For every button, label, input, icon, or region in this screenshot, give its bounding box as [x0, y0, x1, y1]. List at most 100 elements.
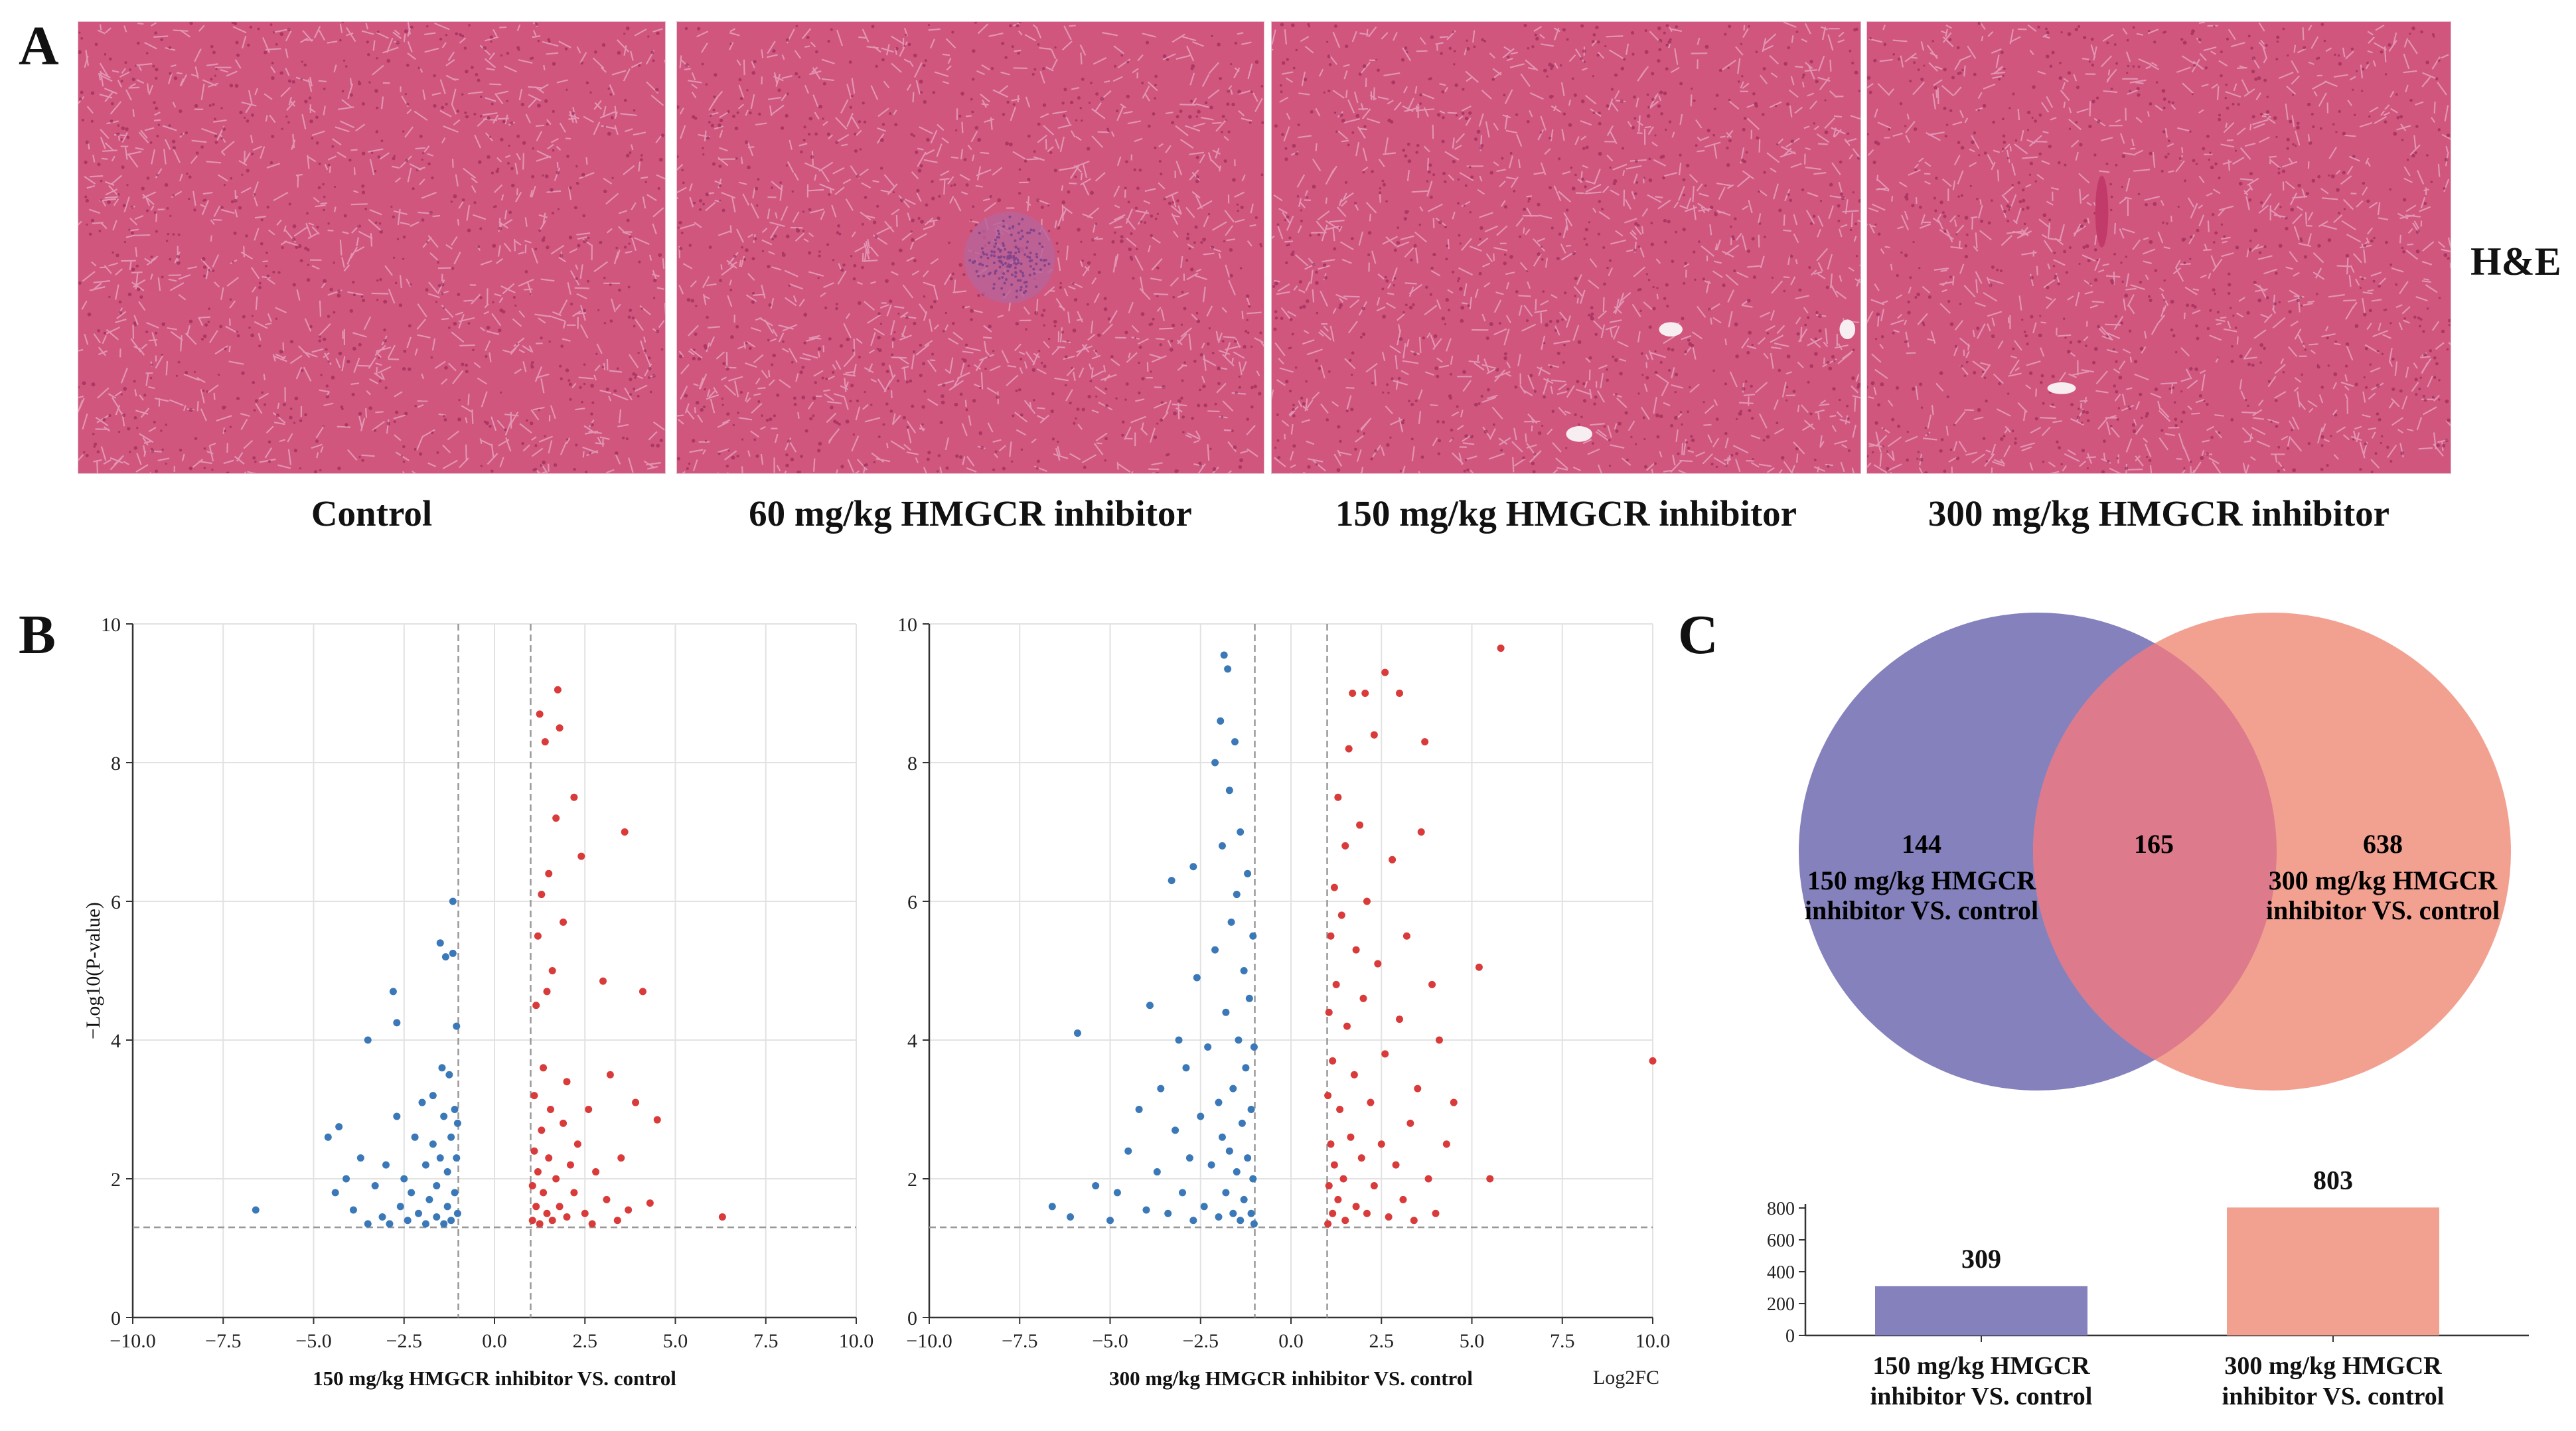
tissue-background — [1272, 22, 1860, 473]
scatter-point — [639, 988, 646, 996]
scatter-point — [433, 1213, 441, 1221]
scatter-point — [1124, 1147, 1132, 1155]
scatter-point — [1486, 1175, 1494, 1183]
scatter-point — [1135, 1106, 1143, 1113]
scatter-point — [1363, 1209, 1371, 1217]
scatter-point — [1204, 1043, 1212, 1051]
scatter-point — [534, 932, 542, 940]
scatter-point — [356, 1154, 364, 1162]
scatter-point — [1153, 1168, 1161, 1176]
scatter-point — [451, 1106, 459, 1113]
x-tick-label: 7.5 — [753, 1330, 779, 1352]
he-caption-150: 150 mg/kg HMGCR inhibitor — [1335, 493, 1797, 534]
scatter-point — [556, 1203, 564, 1211]
scatter-point — [1349, 690, 1357, 697]
scatter-point — [1475, 963, 1483, 971]
scatter-point — [1442, 1140, 1450, 1148]
panel-a-label: A — [19, 15, 59, 77]
scatter-point — [404, 1217, 412, 1225]
scatter-point — [1399, 1195, 1407, 1203]
scatter-point — [1334, 1195, 1342, 1203]
scatter-point — [1361, 690, 1369, 697]
scatter-point — [573, 1140, 581, 1148]
scatter-point — [528, 1217, 536, 1225]
venn-diagram: 144 150 mg/kg HMGCR inhibitor VS. contro… — [1799, 613, 2511, 1091]
x-tick-label: −10.0 — [906, 1330, 952, 1352]
scatter-point — [1370, 731, 1378, 739]
scatter-point — [453, 1119, 461, 1127]
y-tick-label: 10 — [101, 614, 121, 636]
scatter-point — [632, 1098, 640, 1106]
x-tick-label: −5.0 — [1092, 1330, 1128, 1352]
venn-right-label-line2: inhibitor VS. control — [2266, 895, 2500, 925]
scatter-point — [613, 1217, 621, 1225]
scatter-point — [440, 1112, 448, 1120]
x-tick-label: 5.0 — [663, 1330, 688, 1352]
scatter-point — [443, 1203, 451, 1211]
vessel-lumen — [1659, 322, 1683, 337]
scatter-point — [1211, 759, 1219, 767]
scatter-point — [560, 1119, 568, 1127]
scatter-point — [1168, 877, 1175, 885]
scatter-point — [1217, 717, 1225, 725]
y-axis-title: −Log10(P-value) — [82, 902, 104, 1039]
scatter-point — [532, 1203, 540, 1211]
he-image-control — [78, 21, 666, 474]
scatter-point — [1175, 1036, 1183, 1044]
scatter-point — [570, 793, 578, 801]
x-tick-label: −7.5 — [1002, 1330, 1037, 1352]
scatter-point — [1224, 665, 1232, 673]
scatter-point — [393, 1112, 401, 1120]
scatter-point — [552, 1175, 560, 1183]
scatter-point — [1327, 1140, 1335, 1148]
panel-b-label: B — [19, 604, 56, 666]
scatter-point — [1222, 1008, 1230, 1016]
scatter-point — [570, 1189, 578, 1197]
scatter-point — [540, 1064, 548, 1072]
venn-left-count: 144 — [1902, 829, 1941, 859]
scatter-point — [1220, 651, 1228, 659]
scatter-point — [563, 1078, 571, 1086]
scatter-point — [1189, 1217, 1197, 1225]
scatter-point — [1249, 1175, 1257, 1183]
grid — [132, 623, 857, 1318]
scatter-point — [415, 1209, 423, 1217]
y-tick-label: 0 — [907, 1308, 917, 1329]
x-tick-label: 2.5 — [1369, 1330, 1395, 1352]
scatter-point — [1336, 1106, 1344, 1113]
tissue-nuclei — [1867, 22, 2451, 473]
scatter-point — [371, 1181, 379, 1189]
x-tick-label: −10.0 — [110, 1330, 155, 1352]
scatter-point — [449, 897, 457, 905]
scatter-point — [1067, 1213, 1075, 1221]
scatter-point — [1435, 1036, 1443, 1044]
scatter-point — [603, 1195, 611, 1203]
scatter-point — [1428, 980, 1436, 988]
scatter-series — [1048, 651, 1258, 1228]
scatter-point — [1424, 1175, 1432, 1183]
scatter-point — [545, 1154, 553, 1162]
scatter-point — [563, 1213, 571, 1221]
scatter-point — [393, 1019, 401, 1027]
he-image-150 — [1271, 21, 1861, 474]
scatter-point — [545, 869, 553, 877]
scatter-point — [1233, 1168, 1241, 1176]
scatter-point — [453, 1209, 461, 1217]
scatter-point — [453, 1154, 461, 1162]
scatter-point — [331, 1189, 339, 1197]
scatter-point — [1237, 1217, 1245, 1225]
x-tick-label: 7.5 — [1550, 1330, 1575, 1352]
scatter-point — [718, 1213, 726, 1221]
x-tick-label: 0.0 — [482, 1330, 507, 1352]
scatter-point — [1182, 1064, 1190, 1072]
scatter-point — [530, 1147, 538, 1155]
tissue-nuclei — [78, 22, 665, 473]
scatter-point — [425, 1195, 433, 1203]
scatter-point — [1363, 897, 1371, 905]
scatter-point — [585, 1106, 593, 1113]
scatter-point — [386, 1220, 394, 1228]
scatter-point — [429, 1092, 437, 1100]
panel-c-label: C — [1678, 604, 1718, 666]
category-label: inhibitor VS. control — [2222, 1383, 2445, 1410]
bar-chart-deg-count: 0 200 400 600 800 309 150 mg/kg HMGCR inhibitor… — [1767, 1165, 2529, 1410]
